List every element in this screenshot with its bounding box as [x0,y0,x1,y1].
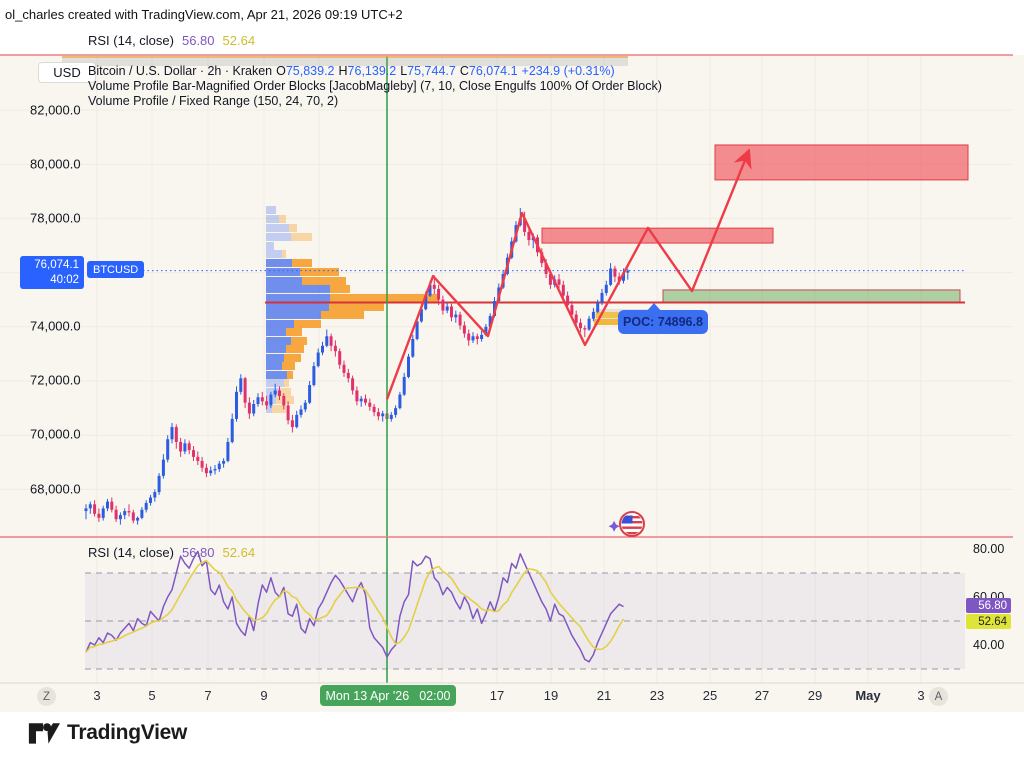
tradingview-logo[interactable]: TradingView [28,720,187,746]
current-price-value: 76,074.1 [34,259,79,271]
ohlc-open: O75,839.2 [276,64,335,78]
ohlc-close: C76,074.1 [459,64,518,78]
bar-countdown: 40:02 [50,274,79,286]
rsi-legend-label: RSI (14, close) [88,545,174,560]
time-axis-label: 21 [596,688,612,703]
ohlc-high: H76,139.2 [338,64,397,78]
event-date-badge: Mon 13 Apr '26 02:00 [320,685,456,706]
attribution-text: ol_charles created with TradingView.com,… [5,7,403,22]
poc-tooltip-pointer [646,303,662,312]
event-date: Mon 13 Apr '26 [325,688,410,703]
rsi-value-badge: 56.80 [966,598,1011,613]
price-change: +234.9 (+0.31%) [521,64,615,78]
rsi-value: 56.80 [181,33,215,48]
current-price-badge: 76,074.1 40:02 [20,256,84,289]
price-axis-label: 70,000.0 [30,426,81,442]
tradingview-wordmark: TradingView [67,721,188,744]
time-axis-label: 3 [93,688,101,703]
symbol-legend-row[interactable]: Bitcoin / U.S. Dollar · 2h · Kraken O75,… [88,64,662,79]
badge-z: Z [37,687,56,706]
indicator-legend-volume-profile[interactable]: Volume Profile / Fixed Range (150, 24, 7… [88,94,339,109]
time-axis-label: 23 [649,688,665,703]
rsi-legend-label: RSI (14, close) [88,33,174,48]
price-axis-label: 72,000.0 [30,372,81,388]
time-axis-label: 25 [702,688,718,703]
rsi-axis-label: 80.00 [973,542,1005,556]
time-axis-label: 9 [260,688,268,703]
rsi-value: 56.80 [181,545,215,560]
rsi-ma-value-badge: 52.64 [966,614,1011,629]
price-axis-label: 82,000.0 [30,102,81,118]
time-axis-label: 29 [807,688,823,703]
rsi-ma-value: 52.64 [222,33,256,48]
rsi-ma-value: 52.64 [222,545,256,560]
chart-legend: Bitcoin / U.S. Dollar · 2h · Kraken O75,… [88,64,662,110]
price-axis-label: 74,000.0 [30,318,81,334]
time-axis-label: 3 [917,688,925,703]
time-axis-label: 17 [489,688,505,703]
currency-label[interactable]: USD [38,62,96,83]
time-axis-label: 19 [543,688,559,703]
symbol-chip[interactable]: BTCUSD [87,261,145,278]
badge-a: A [929,687,948,706]
tradingview-logo-icon [28,723,60,744]
event-time: 02:00 [419,688,451,703]
pane-hover-strip [62,57,628,66]
time-axis-label: 27 [754,688,770,703]
rsi-legend-top[interactable]: RSI (14, close) 56.80 52.64 [88,33,255,48]
ohlc-low: L75,744.7 [400,64,456,78]
indicator-legend-order-blocks[interactable]: Volume Profile Bar-Magnified Order Block… [88,79,662,94]
poc-tooltip: POC: 74896.8 [618,310,708,334]
price-axis-label: 68,000.0 [30,481,81,497]
time-axis-label: 7 [204,688,212,703]
rsi-legend-bottom[interactable]: RSI (14, close) 56.80 52.64 [88,545,255,560]
time-axis-label: 5 [148,688,156,703]
price-axis-label: 80,000.0 [30,156,81,172]
symbol-title: Bitcoin / U.S. Dollar · 2h · Kraken [88,64,273,78]
time-axis-label: May [855,688,881,703]
rsi-axis-label: 40.00 [973,638,1005,652]
price-axis-label: 78,000.0 [30,210,81,226]
